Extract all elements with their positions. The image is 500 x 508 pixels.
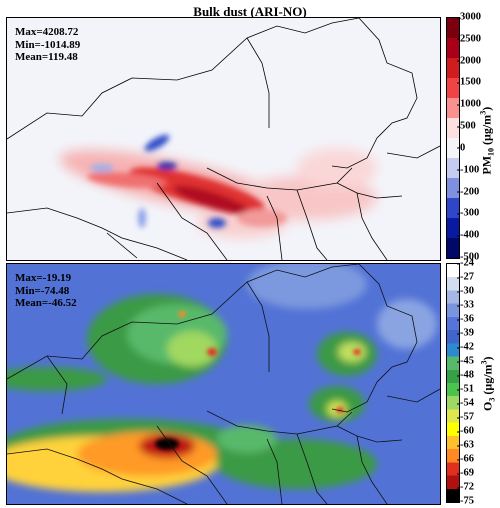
colorbar-tick: 1000 — [457, 98, 481, 110]
pm10-map — [7, 18, 440, 260]
colorbar-tick: 0 — [456, 142, 466, 154]
o3-map-panel: Max=-19.19 Min=-74.48 Mean=-46.52 — [6, 263, 441, 505]
colorbar-tick: -100 — [456, 164, 480, 176]
colorbar-tick: -57 — [457, 411, 474, 423]
colorbar-tick: 2500 — [457, 33, 481, 45]
colorbar-tick: -51 — [457, 383, 474, 395]
o3-mean: Mean=-46.52 — [15, 297, 77, 309]
pm10-colorbar — [446, 17, 460, 259]
colorbar-tick: -200 — [456, 186, 480, 198]
colorbar-tick: -300 — [456, 207, 480, 219]
colorbar-tick: -75 — [457, 495, 474, 507]
colorbar-tick: 3000 — [457, 11, 481, 23]
o3-colorbar — [446, 263, 460, 503]
colorbar-tick: -27 — [457, 271, 474, 283]
o3-stats: Max=-19.19 Min=-74.48 Mean=-46.52 — [15, 272, 77, 310]
o3-map — [7, 264, 440, 504]
colorbar-tick: -30 — [457, 285, 474, 297]
figure-title: Bulk dust (ARI-NO) — [193, 4, 307, 19]
colorbar-tick: -66 — [457, 453, 474, 465]
colorbar-tick: -69 — [457, 467, 474, 479]
colorbar-tick: -33 — [457, 299, 474, 311]
pm10-mean: Mean=119.48 — [15, 51, 78, 63]
colorbar-tick: -72 — [457, 481, 474, 493]
o3-max: Max=-19.19 — [15, 272, 72, 284]
colorbar-tick: -400 — [456, 229, 480, 241]
o3-min: Min=-74.48 — [15, 284, 70, 297]
colorbar-tick: -42 — [457, 341, 474, 353]
pm10-min: Min=-1014.89 — [15, 38, 81, 51]
colorbar-tick: -39 — [457, 327, 474, 339]
colorbar-tick: -45 — [457, 355, 474, 367]
colorbar-tick: -63 — [457, 439, 474, 451]
pm10-stats: Max=4208.72 Min=-1014.89 Mean=119.48 — [15, 26, 80, 64]
pm10-map-panel: Max=4208.72 Min=-1014.89 Mean=119.48 — [6, 17, 441, 261]
pm10-colorbar-label: PM10 (μg/m3) — [478, 106, 496, 175]
colorbar-tick: -60 — [457, 425, 474, 437]
colorbar-tick: 500 — [457, 120, 476, 132]
pm10-max: Max=4208.72 — [15, 26, 79, 38]
colorbar-tick: 2000 — [457, 55, 481, 67]
colorbar-tick: -48 — [457, 369, 474, 381]
colorbar-tick: -54 — [457, 397, 474, 409]
colorbar-tick: -24 — [457, 257, 474, 269]
colorbar-tick: -36 — [457, 313, 474, 325]
colorbar-tick: -500 — [456, 251, 480, 263]
o3-colorbar-label: O3 (μg/m3) — [479, 356, 497, 411]
colorbar-tick: 1500 — [457, 76, 481, 88]
